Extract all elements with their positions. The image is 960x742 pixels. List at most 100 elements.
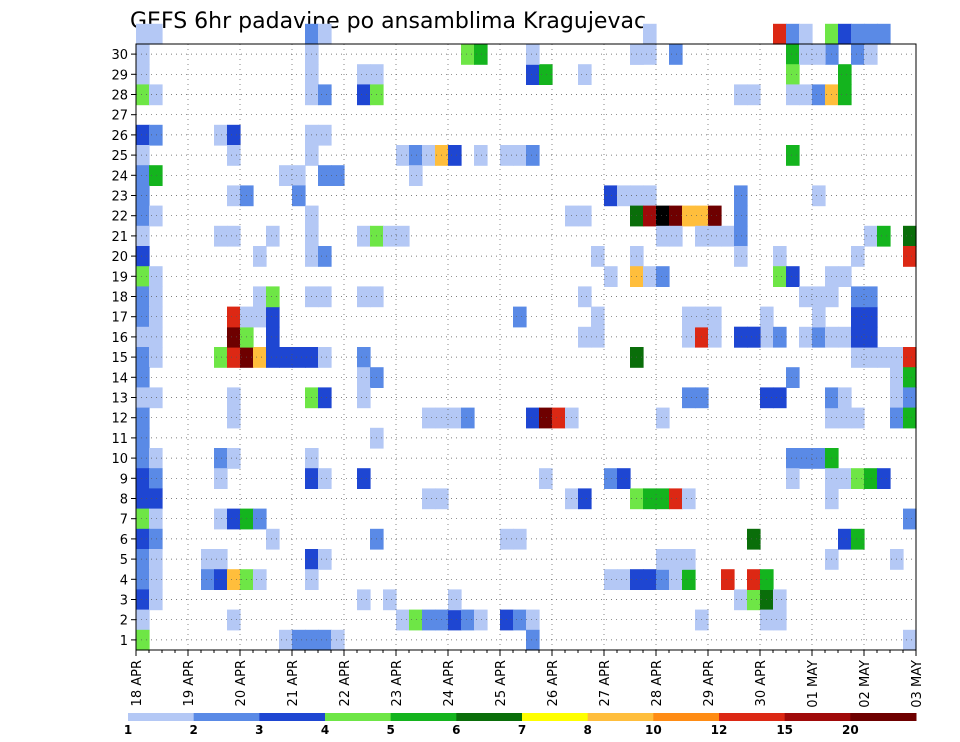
heatmap-cell [149,448,163,469]
x-tick-label: 30 APR [754,660,769,706]
y-tick-label: 20 [111,250,128,265]
heatmap-cell [214,549,228,570]
heatmap-cell [279,347,293,368]
heatmap-cell [838,528,852,550]
heatmap-cell [253,286,267,308]
heatmap-cell [812,185,826,207]
heatmap-cell [799,448,813,469]
heatmap-cell [448,589,462,611]
y-tick-label: 2 [120,614,128,629]
heatmap-cell [227,185,241,207]
heatmap-cell [474,609,488,631]
x-tick-label: 22 APR [338,660,353,706]
heatmap-cell [149,205,163,227]
heatmap-cell [656,407,670,429]
heatmap-cell [591,306,605,328]
heatmap-cell [227,407,241,429]
heatmap-cell [149,468,163,489]
heatmap-cell [318,23,332,45]
heatmap-cell [864,225,878,247]
heatmap-cell [318,347,332,368]
x-tick-label: 20 APR [234,660,249,706]
legend-swatch [456,713,523,721]
heatmap-cell [292,629,306,651]
heatmap-cell [812,84,826,106]
heatmap-cell [409,609,423,631]
heatmap-cell [227,326,241,348]
heatmap-cell [747,569,761,590]
heatmap-cell [227,145,241,166]
legend-label: 6 [452,723,460,737]
legend-label: 10 [645,723,662,737]
heatmap-cell [513,145,527,166]
heatmap-cell [838,326,852,348]
heatmap-cell [253,246,267,267]
heatmap-cell [149,266,163,287]
y-tick-label: 21 [111,230,128,245]
heatmap-cell [903,225,917,247]
heatmap-cell [318,84,332,106]
heatmap-cell [903,367,917,388]
y-tick-label: 7 [120,513,128,528]
heatmap-cell [643,185,657,207]
heatmap-cell [253,508,267,530]
heatmap-cell [708,326,722,348]
heatmap-cell [149,549,163,570]
x-tick-label: 01 MAY [806,660,821,708]
heatmap-cell [669,205,683,227]
heatmap-cell [656,488,670,510]
heatmap-cell [747,326,761,348]
heatmap-cell [734,326,748,348]
heatmap-cell [227,387,241,409]
heatmap-cell [331,165,345,186]
heatmap-cell [149,508,163,530]
legend-swatch [784,713,851,721]
y-tick-label: 4 [120,573,128,588]
heatmap-cell [851,468,865,489]
heatmap-cell [266,326,280,348]
legend-swatch [193,713,260,721]
heatmap-cell [721,569,735,590]
x-tick-label: 27 APR [598,660,613,706]
y-tick-label: 23 [111,190,128,205]
y-tick-label: 10 [111,452,128,467]
x-tick-label: 18 APR [130,660,145,706]
legend-label: 2 [189,723,197,737]
heatmap-cell [643,488,657,510]
heatmap-cell [617,569,631,590]
heatmap-cell [799,23,813,45]
heatmap-cell [799,84,813,106]
heatmap-cell [669,569,683,590]
heatmap-cell [383,225,397,247]
x-tick-label: 26 APR [546,660,561,706]
heatmap-cell [266,306,280,328]
heatmap-cell [448,407,462,429]
heatmap-cell [357,589,371,611]
heatmap-cell [734,84,748,106]
heatmap-cell [578,488,592,510]
heatmap-cell [396,225,410,247]
heatmap-cell [136,387,150,409]
heatmap-cell [461,407,475,429]
heatmap-cell [136,367,150,388]
heatmap-cell [149,306,163,328]
heatmap-cell [838,468,852,489]
heatmap-cell [578,286,592,308]
legend-label: 7 [518,723,526,737]
heatmap-cell [149,124,163,146]
heatmap-cell [851,23,865,45]
heatmap-cell [318,629,332,651]
heatmap-cell [812,44,826,65]
legend-label: 3 [255,723,263,737]
heatmap-cell [513,609,527,631]
heatmap-cell [357,84,371,106]
heatmap-cell [318,286,332,308]
heatmap-cell [903,387,917,409]
heatmap-cell [786,266,800,287]
heatmap-cell [773,589,787,611]
heatmap-cell [474,145,488,166]
heatmap-cell [903,629,917,651]
heatmap-cell [838,23,852,45]
heatmap-cell [279,165,293,186]
